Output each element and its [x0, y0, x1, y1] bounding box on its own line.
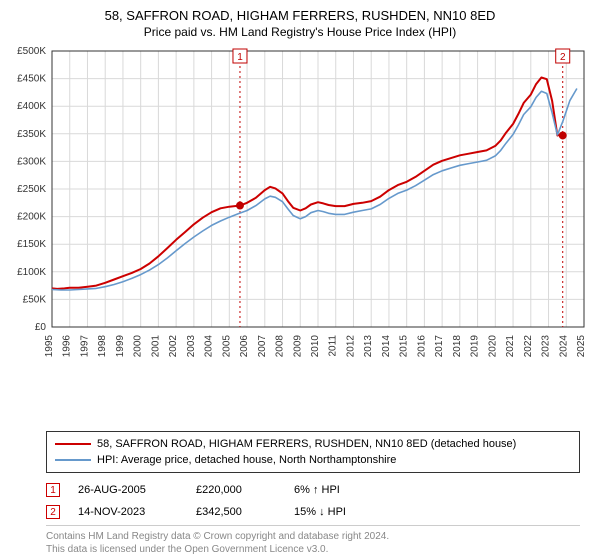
svg-text:£300K: £300K — [17, 156, 46, 167]
svg-text:2005: 2005 — [221, 334, 232, 357]
svg-text:2019: 2019 — [470, 334, 481, 357]
svg-text:2001: 2001 — [150, 334, 161, 357]
event-change: 6% ↑ HPI — [294, 484, 404, 496]
svg-text:2000: 2000 — [133, 334, 144, 357]
svg-text:2002: 2002 — [168, 334, 179, 357]
svg-text:2016: 2016 — [416, 334, 427, 357]
svg-text:2023: 2023 — [541, 334, 552, 357]
event-date: 26-AUG-2005 — [78, 484, 178, 496]
svg-text:2020: 2020 — [487, 334, 498, 357]
legend-label: 58, SAFFRON ROAD, HIGHAM FERRERS, RUSHDE… — [97, 438, 516, 450]
svg-text:£350K: £350K — [17, 129, 46, 140]
event-row: 2 14-NOV-2023 £342,500 15% ↓ HPI — [46, 501, 580, 523]
svg-text:2012: 2012 — [345, 334, 356, 357]
attribution: Contains HM Land Registry data © Crown c… — [46, 525, 580, 556]
svg-text:2014: 2014 — [381, 334, 392, 357]
svg-text:£150K: £150K — [17, 239, 46, 250]
svg-text:2021: 2021 — [505, 334, 516, 357]
svg-text:1999: 1999 — [115, 334, 126, 357]
svg-text:2007: 2007 — [257, 334, 268, 357]
legend-label: HPI: Average price, detached house, Nort… — [97, 454, 396, 466]
legend-line-swatch — [55, 443, 91, 445]
event-marker-box: 1 — [46, 483, 60, 497]
svg-text:2011: 2011 — [328, 334, 339, 356]
svg-text:1995: 1995 — [44, 334, 55, 357]
chart-container: 58, SAFFRON ROAD, HIGHAM FERRERS, RUSHDE… — [0, 0, 600, 560]
svg-text:£0: £0 — [35, 322, 47, 333]
svg-text:2025: 2025 — [576, 334, 587, 357]
svg-text:2024: 2024 — [558, 334, 569, 357]
chart-plot-area: £0 £50K £100K £150K £200K £250K £300K £350K £400… — [8, 43, 592, 425]
event-row: 1 26-AUG-2005 £220,000 6% ↑ HPI — [46, 479, 580, 501]
svg-text:2013: 2013 — [363, 334, 374, 357]
attribution-line: Contains HM Land Registry data © Crown c… — [46, 530, 580, 543]
event-price: £342,500 — [196, 506, 276, 518]
event-marker-box: 2 — [46, 505, 60, 519]
attribution-line: This data is licensed under the Open Gov… — [46, 543, 580, 556]
svg-text:2006: 2006 — [239, 334, 250, 357]
svg-text:£100K: £100K — [17, 267, 46, 278]
svg-text:£250K: £250K — [17, 184, 46, 195]
line-chart-svg: £0 £50K £100K £150K £200K £250K £300K £350K £400… — [8, 43, 592, 373]
svg-text:2018: 2018 — [452, 334, 463, 357]
svg-text:£500K: £500K — [17, 46, 46, 57]
svg-text:2017: 2017 — [434, 334, 445, 357]
event-date: 14-NOV-2023 — [78, 506, 178, 518]
svg-text:2008: 2008 — [275, 334, 286, 357]
svg-text:2004: 2004 — [204, 334, 215, 357]
event-price: £220,000 — [196, 484, 276, 496]
chart-title: 58, SAFFRON ROAD, HIGHAM FERRERS, RUSHDE… — [8, 8, 592, 25]
svg-text:2015: 2015 — [399, 334, 410, 357]
svg-text:£400K: £400K — [17, 101, 46, 112]
legend-line-swatch — [55, 459, 91, 461]
legend: 58, SAFFRON ROAD, HIGHAM FERRERS, RUSHDE… — [46, 431, 580, 473]
svg-text:£50K: £50K — [23, 294, 47, 305]
svg-text:2010: 2010 — [310, 334, 321, 357]
legend-item: HPI: Average price, detached house, Nort… — [55, 452, 571, 468]
svg-text:1997: 1997 — [79, 334, 90, 357]
event-change: 15% ↓ HPI — [294, 506, 404, 518]
svg-text:1: 1 — [237, 52, 243, 63]
svg-text:2: 2 — [560, 52, 566, 63]
chart-subtitle: Price paid vs. HM Land Registry's House … — [8, 25, 592, 39]
svg-text:2003: 2003 — [186, 334, 197, 357]
svg-text:1996: 1996 — [62, 334, 73, 357]
svg-text:£450K: £450K — [17, 73, 46, 84]
legend-item: 58, SAFFRON ROAD, HIGHAM FERRERS, RUSHDE… — [55, 436, 571, 452]
svg-text:2022: 2022 — [523, 334, 534, 357]
svg-text:1998: 1998 — [97, 334, 108, 357]
svg-text:2009: 2009 — [292, 334, 303, 357]
event-list: 1 26-AUG-2005 £220,000 6% ↑ HPI 2 14-NOV… — [46, 479, 580, 523]
svg-text:£200K: £200K — [17, 211, 46, 222]
